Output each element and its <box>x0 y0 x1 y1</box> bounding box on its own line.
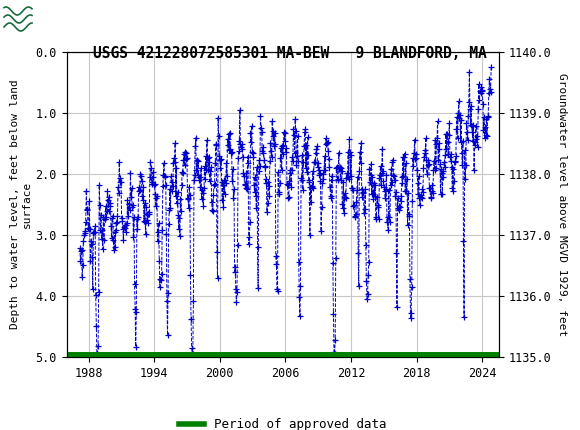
Y-axis label: Groundwater level above MGVD 1929, feet: Groundwater level above MGVD 1929, feet <box>557 73 567 336</box>
Legend: Period of approved data: Period of approved data <box>174 413 392 430</box>
Bar <box>3 3 75 32</box>
Y-axis label: Depth to water level, feet below land
surface: Depth to water level, feet below land su… <box>10 80 31 329</box>
Text: USGS 421228072585301 MA-BEW   9 BLANDFORD, MA: USGS 421228072585301 MA-BEW 9 BLANDFORD,… <box>93 46 487 61</box>
Text: USGS: USGS <box>38 7 102 28</box>
